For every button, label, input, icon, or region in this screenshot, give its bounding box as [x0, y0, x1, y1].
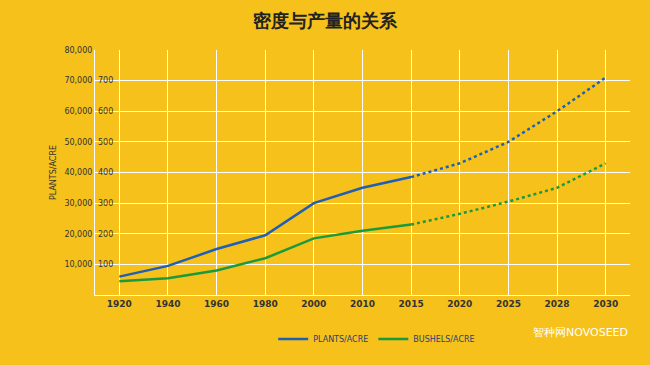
svg-text:40,000: 40,000	[64, 168, 92, 177]
svg-text:智种网NOVOSEED: 智种网NOVOSEED	[533, 326, 628, 339]
svg-text:500: 500	[98, 138, 113, 147]
svg-text:2028: 2028	[545, 299, 570, 309]
svg-text:50,000: 50,000	[64, 138, 92, 147]
svg-text:60,000: 60,000	[64, 107, 92, 116]
svg-text:600: 600	[98, 107, 113, 116]
svg-text:10,000: 10,000	[64, 260, 92, 269]
svg-text:2000: 2000	[301, 299, 326, 309]
svg-text:BUSHELS/ACRE: BUSHELS/ACRE	[413, 335, 474, 344]
svg-text:80,000: 80,000	[64, 46, 92, 55]
svg-text:700: 700	[98, 76, 113, 85]
svg-text:2020: 2020	[447, 299, 472, 309]
svg-text:400: 400	[98, 168, 113, 177]
svg-text:100: 100	[98, 260, 113, 269]
svg-text:1940: 1940	[155, 299, 180, 309]
svg-text:2010: 2010	[350, 299, 375, 309]
svg-text:70,000: 70,000	[64, 76, 92, 85]
svg-text:2015: 2015	[399, 299, 424, 309]
svg-text:PLANTS/ACRE: PLANTS/ACRE	[49, 145, 58, 200]
svg-text:20,000: 20,000	[64, 230, 92, 239]
svg-text:1920: 1920	[107, 299, 132, 309]
svg-text:2030: 2030	[593, 299, 618, 309]
svg-text:200: 200	[98, 230, 113, 239]
svg-text:30,000: 30,000	[64, 199, 92, 208]
svg-text:2025: 2025	[496, 299, 521, 309]
svg-text:密度与产量的关系: 密度与产量的关系	[253, 10, 398, 31]
svg-text:1980: 1980	[253, 299, 278, 309]
svg-text:1960: 1960	[204, 299, 229, 309]
svg-text:PLANTS/ACRE: PLANTS/ACRE	[313, 335, 368, 344]
svg-text:300: 300	[98, 199, 113, 208]
